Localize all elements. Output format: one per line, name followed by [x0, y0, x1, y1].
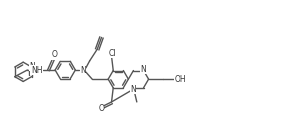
Text: OH: OH — [175, 75, 186, 84]
Text: N: N — [141, 64, 146, 74]
Text: NH: NH — [31, 66, 42, 75]
Text: N: N — [80, 66, 86, 75]
Text: N: N — [29, 62, 35, 71]
Text: N: N — [130, 85, 136, 94]
Text: O: O — [98, 104, 104, 113]
Text: Cl: Cl — [109, 49, 116, 58]
Text: O: O — [51, 50, 57, 59]
